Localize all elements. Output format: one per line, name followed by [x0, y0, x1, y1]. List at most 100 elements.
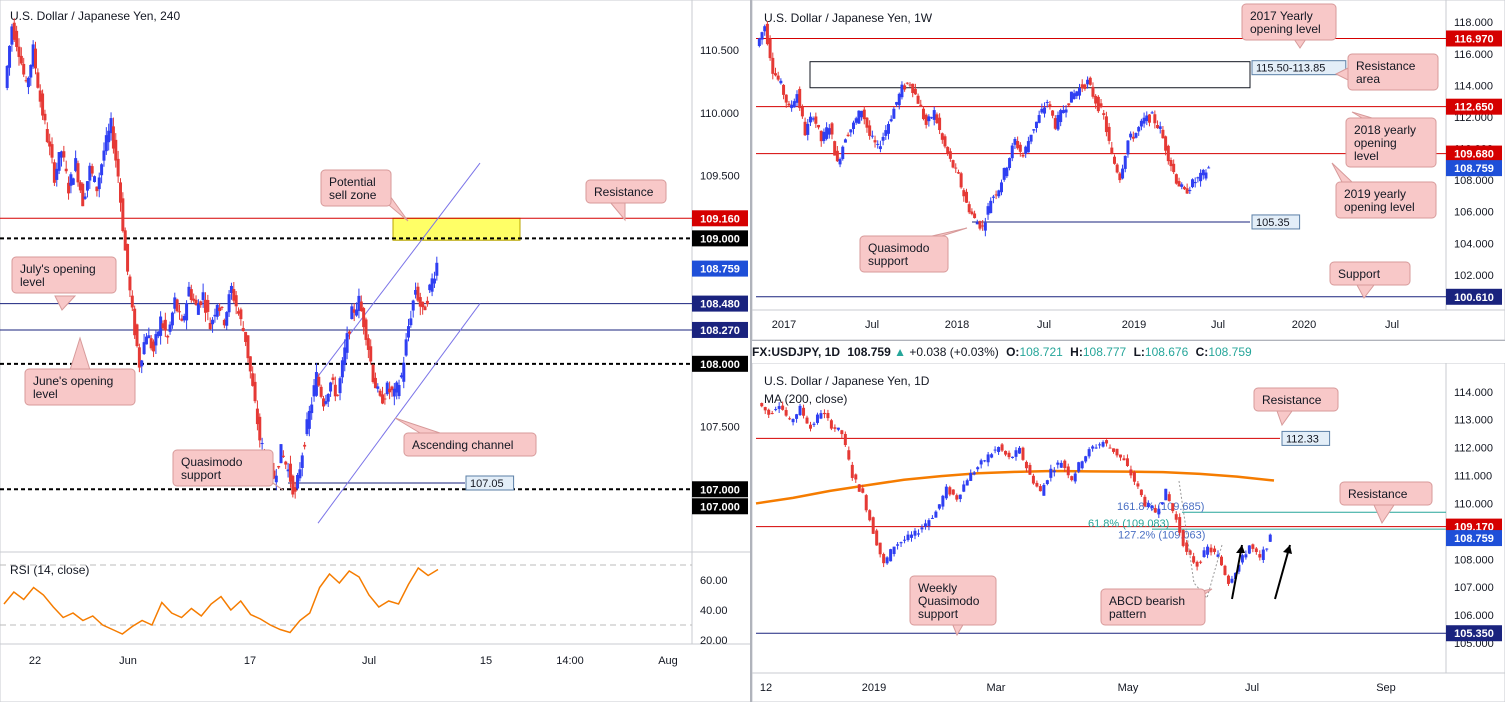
- candle-body: [314, 372, 318, 396]
- x-tick-label: Jul: [362, 655, 376, 667]
- candle-body: [784, 410, 788, 416]
- candle-body: [1136, 483, 1140, 487]
- candle-body: [258, 416, 262, 441]
- candle-body: [798, 88, 802, 109]
- candle-body: [1157, 508, 1161, 515]
- candle-body: [1132, 472, 1136, 482]
- candle-body: [1004, 450, 1008, 455]
- candle-body: [168, 324, 172, 332]
- candle-body: [260, 442, 264, 445]
- candle-body: [1258, 554, 1262, 558]
- candle-body: [923, 523, 927, 527]
- candle-body: [1174, 174, 1178, 184]
- candle-body: [69, 174, 73, 186]
- callout-support-box: [1329, 261, 1411, 286]
- candle-body: [840, 430, 844, 435]
- candle-body: [1013, 139, 1017, 145]
- candle-body: [1145, 115, 1149, 122]
- inline-level-label: 105.35: [1256, 217, 1290, 229]
- candle-body: [875, 530, 879, 546]
- candle-body: [430, 278, 434, 292]
- price-badge: 108.759: [1454, 533, 1494, 545]
- candle-body: [246, 335, 250, 359]
- symbol-info-bar: FX:USDJPY, 1D 108.759 ▲ +0.038 (+0.03%) …: [752, 341, 1504, 363]
- callout-2019-open-text: opening level: [1344, 200, 1415, 214]
- x-tick-label: Mar: [987, 682, 1006, 694]
- candle-body: [910, 534, 914, 538]
- candle-body: [234, 295, 238, 307]
- candle-body: [199, 301, 203, 306]
- candle-body: [416, 286, 420, 301]
- candle-body: [432, 278, 436, 284]
- candle-body: [381, 394, 385, 404]
- candle-body: [19, 55, 23, 64]
- candle-body: [404, 339, 408, 356]
- candle-body: [854, 474, 858, 480]
- x-tick-label: 2019: [1122, 319, 1146, 331]
- symbol-name[interactable]: FX:USDJPY, 1D: [752, 345, 841, 359]
- candle-body: [399, 375, 403, 378]
- y-tick-label: 20.00: [700, 635, 728, 647]
- candle-body: [130, 295, 134, 308]
- candle-body: [83, 196, 87, 199]
- candle-body: [1167, 494, 1171, 502]
- candle-body: [59, 151, 63, 158]
- candle-body: [1072, 93, 1076, 100]
- candle-body: [935, 114, 939, 124]
- candle-body: [220, 306, 224, 308]
- leg-arrow: [1231, 544, 1243, 600]
- candle-body: [215, 304, 219, 317]
- x-tick-label: Jul: [1037, 319, 1051, 331]
- candle-body: [958, 494, 962, 500]
- candle-body: [1075, 91, 1079, 97]
- candle-body: [194, 299, 198, 305]
- callout-channel-text: Ascending channel: [412, 438, 513, 452]
- candle-body: [90, 166, 94, 174]
- candle-body: [979, 460, 983, 465]
- candle-body: [1202, 550, 1206, 557]
- candle-body: [822, 131, 826, 142]
- weekly-chart[interactable]: U.S. Dollar / Japanese Yen, 1W 118.000 116…: [751, 0, 1505, 341]
- candle-body: [173, 297, 177, 309]
- candle-body: [782, 84, 786, 95]
- candle-body: [1118, 454, 1122, 458]
- candle-body: [1199, 172, 1203, 182]
- candle-body: [1174, 514, 1178, 520]
- candle-body: [997, 190, 1001, 197]
- candle-body: [833, 141, 837, 156]
- candle-body: [878, 146, 882, 150]
- x-tick-label: Jul: [1245, 682, 1259, 694]
- candle-body: [1169, 160, 1173, 167]
- candle-body: [795, 414, 799, 419]
- candle-body: [251, 373, 255, 386]
- y-tick-label: 40.00: [700, 605, 728, 617]
- candle-body: [8, 45, 12, 68]
- candle-body: [1216, 554, 1220, 557]
- candle-body: [1066, 466, 1070, 476]
- candle-body: [1008, 158, 1012, 168]
- candle-body: [104, 135, 108, 152]
- zone-label: 115.50-113.85: [1256, 63, 1325, 75]
- callout-july-open-box: [11, 256, 117, 294]
- candle-body: [423, 306, 427, 311]
- candle-body: [1150, 112, 1154, 114]
- candle-body: [81, 183, 85, 207]
- candle-body: [808, 116, 812, 123]
- h4-chart[interactable]: U.S. Dollar / Japanese Yen, 240 110.500 11…: [0, 0, 753, 553]
- rsi-chart[interactable]: RSI (14, close) 60.00 40.00 20.00 22 Jun 17 Jul…: [0, 551, 753, 703]
- candle-body: [411, 300, 415, 311]
- candle-body: [970, 211, 974, 215]
- candle-body: [336, 394, 340, 396]
- daily-chart[interactable]: U.S. Dollar / Japanese Yen, 1D MA (200, c…: [751, 362, 1505, 703]
- candle-body: [78, 182, 82, 191]
- price-badge-bg: [1446, 625, 1502, 642]
- fib-label: 61.8% (109.083): [1088, 518, 1169, 530]
- candle-body: [1188, 550, 1192, 555]
- price-badge: 109.000: [700, 233, 740, 245]
- candle-body: [376, 386, 380, 389]
- candle-body: [965, 480, 969, 486]
- candle-body: [941, 495, 945, 507]
- candle-body: [1028, 464, 1032, 475]
- candle-body: [317, 376, 321, 386]
- price-badge: 108.480: [700, 299, 740, 311]
